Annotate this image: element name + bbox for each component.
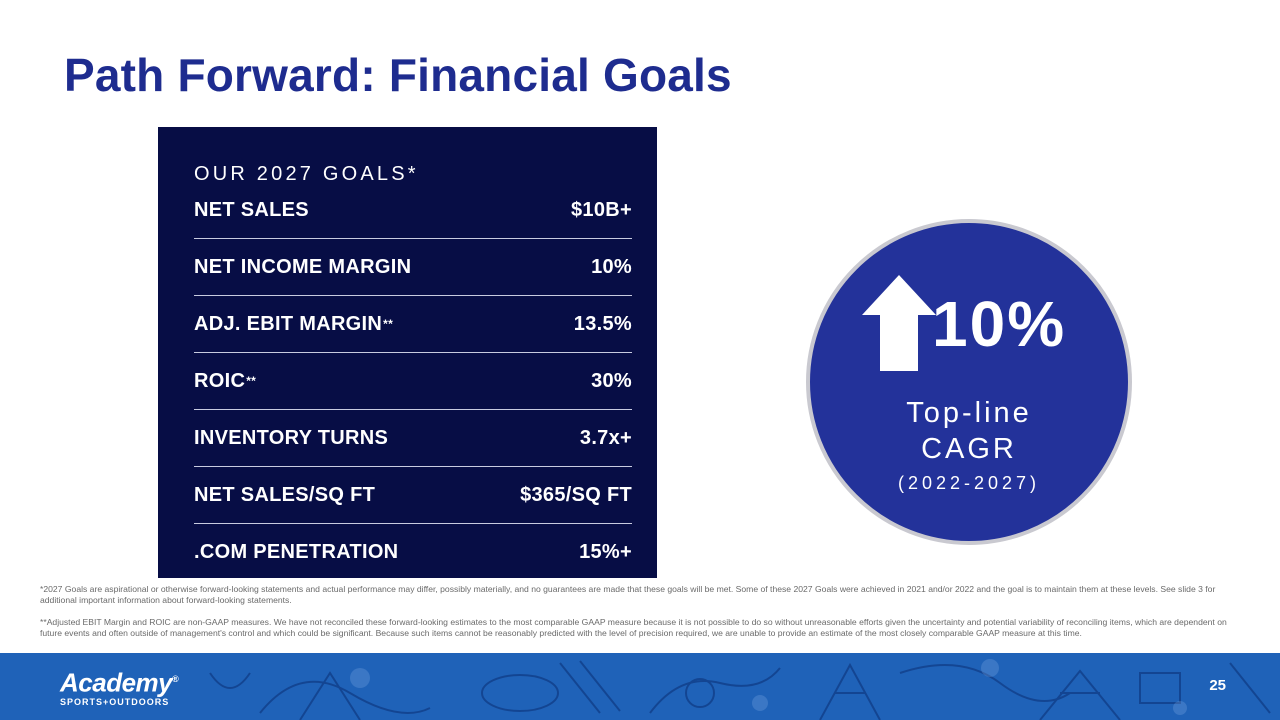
arrow-up-icon: [862, 275, 936, 371]
goal-row-roic: ROIC** 30%: [194, 353, 632, 410]
goal-row-com-penetration: .COM PENETRATION 15%+: [194, 524, 632, 581]
goal-value: 15%+: [579, 541, 632, 563]
cagr-percent: 10%: [932, 288, 1067, 360]
goal-label: ROIC**: [194, 369, 257, 392]
cagr-label-line1: Top-line: [906, 397, 1032, 429]
goal-row-net-sales: NET SALES $10B+: [194, 182, 632, 239]
goal-value: 30%: [591, 369, 632, 392]
goal-row-net-income-margin: NET INCOME MARGIN 10%: [194, 239, 632, 296]
goal-value: $10B+: [571, 198, 632, 221]
sports-pattern-illustration: [209, 659, 1271, 720]
slide-title: Path Forward: Financial Goals: [64, 49, 732, 101]
logo-wordmark: Academy®: [60, 667, 179, 698]
cagr-label-line2: CAGR: [921, 433, 1017, 465]
footnote-goals: *2027 Goals are aspirational or otherwis…: [40, 584, 1216, 605]
footnote-non-gaap: **Adjusted EBIT Margin and ROIC are non-…: [40, 617, 1227, 638]
goal-label: INVENTORY TURNS: [194, 426, 389, 449]
cagr-period: (2022-2027): [897, 473, 1041, 493]
academy-logo: Academy® SPORTS+OUTDOORS: [60, 665, 179, 707]
logo-tagline: SPORTS+OUTDOORS: [60, 696, 170, 707]
goal-value: 3.7x+: [579, 426, 632, 449]
goals-heading: OUR 2027 GOALS*: [194, 163, 419, 185]
goal-label: NET SALES: [194, 198, 309, 221]
goal-row-adj-ebit-margin: ADJ. EBIT MARGIN** 13.5%: [194, 296, 632, 353]
footer-banner: Academy® SPORTS+OUTDOORS 25: [0, 653, 1280, 720]
goal-row-inventory-turns: INVENTORY TURNS 3.7x+: [194, 410, 632, 467]
non-gaap-marker: **: [383, 316, 394, 331]
registered-mark: ®: [172, 674, 179, 684]
goal-label: ADJ. EBIT MARGIN**: [194, 312, 394, 335]
page-number: 25: [1209, 677, 1226, 694]
goal-label: NET INCOME MARGIN: [194, 255, 412, 278]
goal-value: 13.5%: [573, 312, 632, 335]
goal-label: .COM PENETRATION: [194, 541, 399, 563]
goal-value: $365/SQ FT: [520, 483, 632, 506]
goals-panel: OUR 2027 GOALS* NET SALES $10B+ NET INCO…: [158, 127, 657, 578]
goal-value: 10%: [591, 255, 632, 278]
goal-label: NET SALES/SQ FT: [194, 483, 376, 506]
goal-row-net-sales-sq-ft: NET SALES/SQ FT $365/SQ FT: [194, 467, 632, 524]
non-gaap-marker: **: [246, 373, 257, 388]
cagr-highlight-circle: 10% Top-line CAGR (2022-2027): [806, 219, 1132, 545]
